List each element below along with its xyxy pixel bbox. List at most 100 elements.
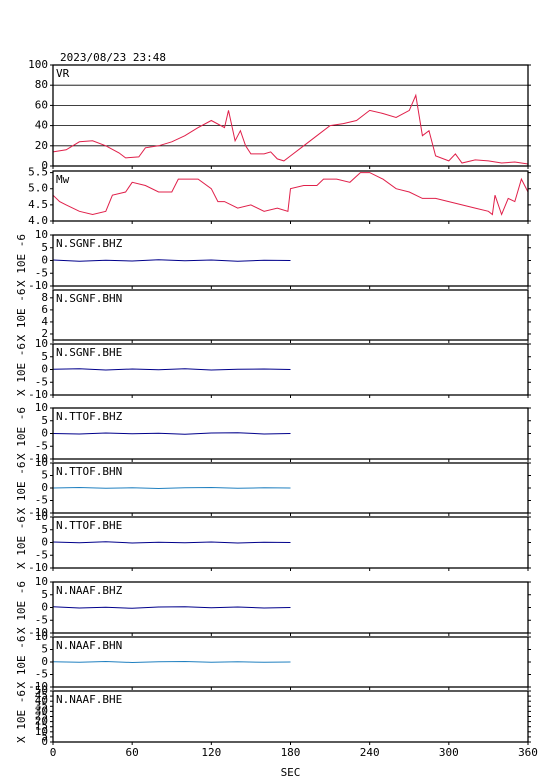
y-tick-label: 0 <box>41 601 48 614</box>
panel-label: N.TTOF.BHZ <box>56 410 123 423</box>
y-tick-label: 5 <box>41 588 48 601</box>
panel-frame <box>52 64 529 167</box>
panel-frame <box>52 636 529 688</box>
x-tick-label: 60 <box>126 746 139 759</box>
y-axis-label: X 10E -6 <box>15 234 28 287</box>
panel-frame <box>52 462 529 514</box>
panel-frame <box>52 407 529 460</box>
y-tick-label: 0 <box>41 363 48 376</box>
y-tick-label: 35 <box>35 699 48 712</box>
y-tick-label: 30 <box>35 704 48 717</box>
y-tick-label: 25 <box>35 710 48 723</box>
x-tick-label: 360 <box>518 746 538 759</box>
y-tick-label: 0 <box>41 159 48 172</box>
data-line <box>52 259 291 262</box>
y-tick-label: 5 <box>41 523 48 536</box>
y-tick-label: 0 <box>41 427 48 440</box>
y-tick-label: 45 <box>35 689 48 702</box>
y-tick-label: 10 <box>35 630 48 643</box>
y-tick-label: -5 <box>35 494 48 507</box>
y-tick-label: 5 <box>41 241 48 254</box>
y-tick-label: 40 <box>35 119 48 132</box>
panel-label: VR <box>56 67 70 80</box>
y-tick-label: -10 <box>28 561 48 574</box>
data-line <box>52 660 291 664</box>
y-tick-label: 10 <box>35 510 48 523</box>
y-tick-label: -5 <box>35 668 48 681</box>
y-tick-label: 20 <box>35 715 48 728</box>
y-tick-label: 50 <box>35 684 48 697</box>
y-tick-label: -5 <box>35 266 48 279</box>
y-tick-label: 10 <box>35 456 48 469</box>
y-tick-label: -5 <box>35 375 48 388</box>
y-tick-label: 4.5 <box>28 198 48 211</box>
y-tick-label: 5.0 <box>28 182 48 195</box>
y-axis-label: X 10E -6 <box>15 581 28 634</box>
y-tick-label: 10 <box>35 337 48 350</box>
data-line <box>52 432 291 435</box>
y-tick-label: 4.0 <box>28 214 48 227</box>
panel-label: N.NAAF.BHZ <box>56 584 123 597</box>
y-axis-label: X 10E -6 <box>15 462 28 515</box>
y-tick-label: 10 <box>35 228 48 241</box>
y-tick-label: 60 <box>35 98 48 111</box>
x-tick-label: 120 <box>201 746 221 759</box>
y-tick-label: 2 <box>41 327 48 340</box>
y-tick-label: 5 <box>41 469 48 482</box>
y-tick-label: -10 <box>28 279 48 292</box>
y-tick-label: 5 <box>41 730 48 743</box>
data-line <box>52 172 529 216</box>
x-tick-label: 180 <box>281 746 301 759</box>
y-tick-label: -10 <box>28 680 48 693</box>
y-axis-label: X 10E -6 <box>15 289 28 342</box>
panel-frame <box>52 581 529 634</box>
y-axis-label: X 10E -6 <box>15 407 28 460</box>
y-tick-label: 10 <box>35 401 48 414</box>
y-tick-label: 80 <box>35 78 48 91</box>
panel-frame <box>52 343 529 396</box>
y-tick-label: 5 <box>41 643 48 656</box>
panel-frame <box>52 516 529 569</box>
y-tick-label: 5 <box>41 414 48 427</box>
y-tick-label: 0 <box>41 481 48 494</box>
y-tick-label: 10 <box>35 575 48 588</box>
y-tick-label: 15 <box>35 720 48 733</box>
y-tick-label: 20 <box>35 139 48 152</box>
panel-label: N.TTOF.BHN <box>56 465 122 478</box>
panel-label: N.NAAF.BHN <box>56 639 122 652</box>
y-tick-label: -10 <box>28 506 48 519</box>
y-tick-label: 100 <box>28 58 48 71</box>
y-tick-label: 5 <box>41 350 48 363</box>
x-tick-label: 300 <box>439 746 459 759</box>
y-axis-label: X 10E -6 <box>15 636 28 689</box>
y-axis-label: X 10E -6 <box>15 343 28 396</box>
y-tick-label: 4 <box>41 315 48 328</box>
panel-label: N.SGNF.BHZ <box>56 237 123 250</box>
y-tick-label: -10 <box>28 388 48 401</box>
y-tick-label: 0 <box>41 735 48 748</box>
x-axis-label: SEC <box>281 766 301 779</box>
y-tick-label: -10 <box>28 452 48 465</box>
y-tick-label: 40 <box>35 694 48 707</box>
y-axis-label: X 10E -6 <box>15 516 28 569</box>
panel-label: Mw <box>56 173 70 186</box>
panel-frame <box>52 234 529 287</box>
panel-frame <box>52 289 529 341</box>
y-tick-label: 6 <box>41 303 48 316</box>
x-tick-label: 240 <box>360 746 380 759</box>
data-line <box>52 606 291 609</box>
data-line <box>52 486 291 490</box>
data-line <box>52 368 291 371</box>
data-line <box>52 93 529 165</box>
y-tick-label: 0 <box>41 254 48 267</box>
panel-label: N.SGNF.BHN <box>56 292 122 305</box>
panel-frame <box>52 170 529 222</box>
y-tick-label: -5 <box>35 439 48 452</box>
y-axis-label: X 10E -6 <box>15 690 28 743</box>
data-line <box>52 541 291 544</box>
panel-frame <box>52 690 529 743</box>
panel-label: N.NAAF.BHE <box>56 693 122 706</box>
y-tick-label: 5.5 <box>28 166 48 179</box>
y-tick-label: 0 <box>41 536 48 549</box>
